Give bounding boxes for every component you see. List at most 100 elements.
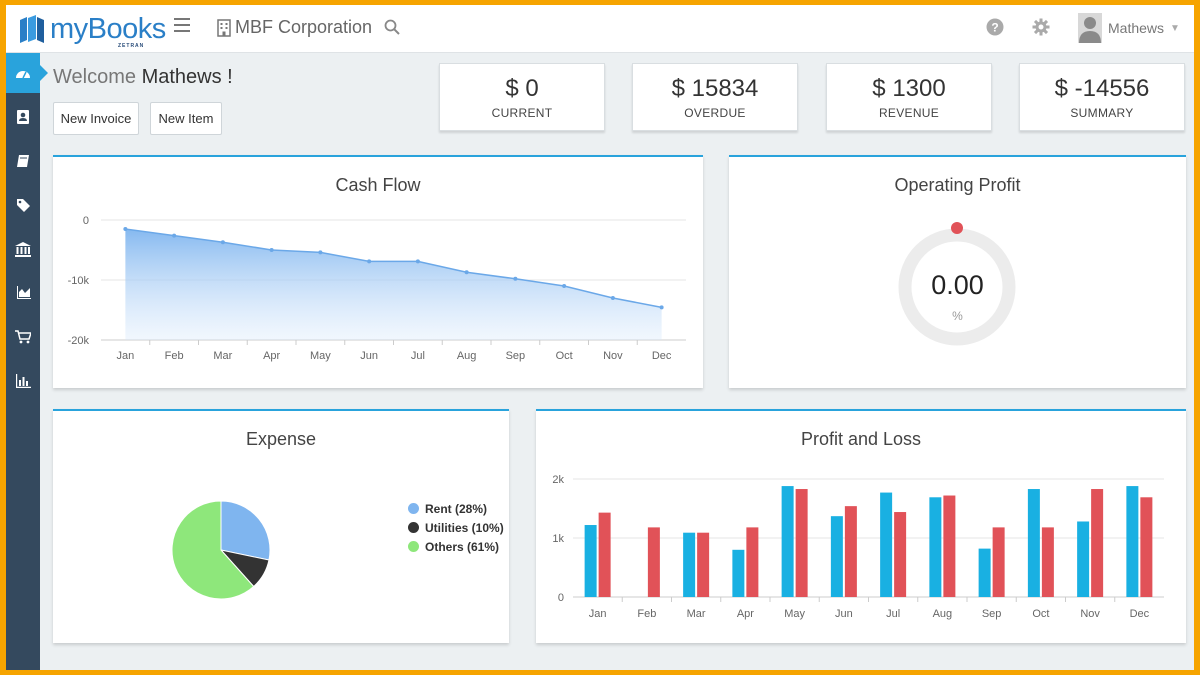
data-point	[610, 296, 615, 300]
user-name: Mathews	[1108, 20, 1165, 36]
profit-loss-title: Profit and Loss	[800, 429, 922, 449]
sidebar-item-contacts[interactable]	[6, 97, 40, 137]
building-icon	[217, 18, 231, 37]
x-tick-label: Oct	[1032, 608, 1049, 620]
stat-card-current: $ 0 CURRENT	[439, 63, 605, 131]
organization-selector[interactable]: MBF Corporation	[217, 17, 372, 38]
menu-toggle-icon[interactable]	[174, 18, 190, 32]
stat-card-revenue: $ 1300 REVENUE	[826, 63, 992, 131]
bar	[1027, 489, 1040, 597]
bar	[683, 532, 696, 597]
bar	[978, 548, 991, 597]
x-tick-label: Jan	[117, 350, 135, 362]
data-point	[659, 305, 664, 310]
x-tick-label: Jul	[411, 350, 425, 362]
data-point	[123, 227, 128, 231]
cart-icon	[15, 330, 31, 344]
sidebar-item-dashboard[interactable]	[6, 53, 48, 93]
sidebar-item-books[interactable]	[6, 141, 40, 181]
search-icon[interactable]	[384, 19, 400, 35]
new-invoice-button[interactable]: New Invoice	[53, 102, 139, 135]
x-tick-label: Nov	[603, 350, 623, 362]
y-tick-label: 0	[83, 215, 89, 227]
reports-icon	[16, 286, 31, 299]
x-tick-label: Dec	[1130, 608, 1150, 620]
welcome-user-name: Mathews !	[141, 66, 233, 88]
x-tick-label: May	[784, 608, 805, 620]
pie-slice	[171, 500, 255, 600]
new-item-button[interactable]: New Item	[150, 102, 222, 135]
stat-value: $ 1300	[872, 75, 946, 102]
bar	[844, 506, 857, 597]
help-icon[interactable]: ?	[986, 18, 1004, 36]
y-tick-label: 1k	[552, 533, 564, 545]
bar	[598, 512, 611, 597]
data-point	[367, 259, 372, 264]
top-bar: myBooks ZETRAN MBF Corporation ?	[6, 5, 1194, 53]
operating-profit-unit: %	[952, 309, 963, 323]
bar	[647, 527, 660, 597]
books-logo-icon	[20, 15, 44, 43]
data-point	[562, 284, 567, 288]
x-tick-label: Sep	[506, 350, 526, 362]
dashboard-icon	[16, 71, 30, 79]
x-tick-label: Mar	[687, 608, 706, 620]
books-icon	[17, 155, 29, 167]
data-point	[415, 259, 420, 264]
organization-name: MBF Corporation	[235, 17, 373, 37]
legend-item-rent: Rent (28%)	[408, 499, 504, 518]
user-menu[interactable]: Mathews ▼	[1078, 13, 1180, 43]
sidebar-item-analytics[interactable]	[6, 361, 40, 401]
sidebar-item-tags[interactable]	[6, 185, 40, 225]
app-window: myBooks ZETRAN MBF Corporation ?	[6, 5, 1194, 670]
gear-icon[interactable]	[1032, 18, 1050, 36]
gauge-indicator	[951, 222, 963, 234]
legend-label: Others (61%)	[425, 539, 500, 554]
bar	[880, 492, 893, 597]
stat-value: $ 15834	[671, 75, 759, 102]
bar	[584, 525, 597, 597]
bar	[992, 527, 1005, 597]
sidebar-item-bank[interactable]	[6, 229, 40, 269]
cash-flow-chart: 0 -10k -20k Jan Feb Mar Apr May Jun Jul Aug Sep Oct N…	[68, 215, 686, 362]
bar	[746, 527, 759, 597]
bar	[1077, 521, 1090, 597]
y-tick-label: 0	[558, 592, 564, 604]
expense-title: Expense	[245, 429, 317, 449]
data-point	[513, 276, 518, 281]
x-tick-label: Mar	[213, 350, 232, 362]
svg-text:?: ?	[991, 21, 998, 35]
sidebar-item-cart[interactable]	[6, 317, 40, 357]
legend-label: Utilities (10%)	[425, 520, 504, 535]
sidebar-item-reports[interactable]	[6, 273, 40, 313]
bar	[1126, 486, 1139, 597]
x-tick-label: Dec	[652, 350, 672, 362]
bank-icon	[15, 241, 31, 257]
cash-flow-title: Cash Flow	[335, 175, 421, 195]
data-point	[172, 233, 177, 238]
stat-value: $ -14556	[1054, 75, 1150, 102]
x-tick-label: Feb	[165, 350, 184, 362]
data-point	[464, 270, 469, 275]
logo[interactable]: myBooks ZETRAN	[18, 11, 166, 49]
bar	[781, 486, 794, 597]
legend-dot	[408, 503, 419, 514]
bar	[929, 497, 942, 597]
sidebar	[6, 53, 48, 670]
welcome-message: Welcome Mathews !	[53, 66, 233, 89]
x-tick-label: Oct	[556, 350, 573, 362]
x-tick-label: Feb	[637, 608, 656, 620]
x-tick-label: Apr	[737, 608, 754, 620]
x-tick-label: Jul	[886, 608, 900, 620]
x-tick-label: May	[310, 350, 331, 362]
operating-profit-gauge	[898, 222, 1016, 346]
pie-slice	[220, 500, 271, 561]
bar	[830, 516, 843, 597]
bar	[1041, 527, 1054, 597]
profit-loss-panel: Profit and Loss 0 1k 2k Jan Feb Mar Apr May Jun J…	[536, 409, 1186, 643]
x-tick-label: Jan	[589, 608, 607, 620]
bar	[732, 549, 745, 597]
cash-flow-panel: Cash Flow 0 -10k -20k Jan Feb Mar Apr May Jun Jul…	[53, 155, 703, 388]
x-tick-label: Jun	[835, 608, 853, 620]
x-tick-label: Aug	[933, 608, 953, 620]
